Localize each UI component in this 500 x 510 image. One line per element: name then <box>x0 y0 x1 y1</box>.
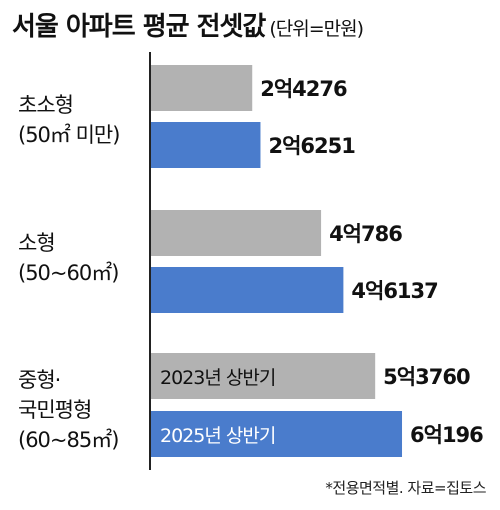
data-label: 6억196 <box>410 423 483 447</box>
category-label: 소형 <box>18 231 55 255</box>
chart-title: 서울 아파트 평균 전셋값 (단위=만원) <box>12 6 364 43</box>
legend-label: 2025년 상반기 <box>160 425 275 447</box>
category-label: (50~60㎡) <box>18 261 118 285</box>
category-label: (50㎡ 미만) <box>18 123 119 147</box>
category-label: 중형· <box>18 368 60 392</box>
legend-label: 2023년 상반기 <box>160 367 275 389</box>
data-label: 4억786 <box>329 222 402 246</box>
data-label: 2억4276 <box>260 77 347 101</box>
data-label: 2억6251 <box>268 134 355 158</box>
source-note: *전용면적별. 자료=집토스 <box>325 479 486 497</box>
category-label: 초소형 <box>18 93 73 117</box>
category-label: (60~85㎡) <box>18 428 118 452</box>
bar-2025 <box>151 267 344 313</box>
title-text: 서울 아파트 평균 전셋값 <box>12 12 266 42</box>
bar-2023 <box>151 353 376 399</box>
bar-2025 <box>151 411 403 457</box>
bar-2023 <box>151 210 322 256</box>
data-label: 4억6137 <box>351 279 437 303</box>
unit-note: (단위=만원) <box>269 18 364 40</box>
bar-2023 <box>151 65 253 111</box>
bar-2025 <box>151 122 261 168</box>
category-label: 국민평형 <box>18 398 91 422</box>
data-label: 5억3760 <box>383 365 470 389</box>
